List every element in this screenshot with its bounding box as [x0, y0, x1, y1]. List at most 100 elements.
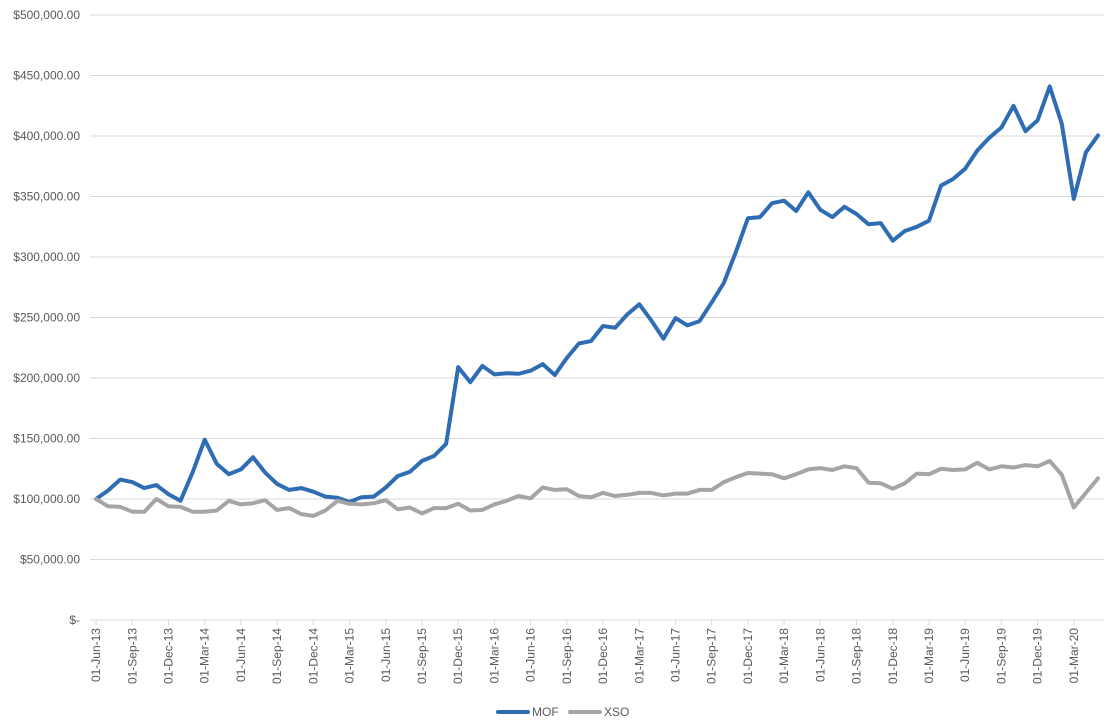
data-point: [843, 464, 847, 468]
data-point: [239, 502, 243, 506]
data-point: [637, 491, 641, 495]
data-point: [855, 212, 859, 216]
data-point: [167, 504, 171, 508]
data-point: [432, 506, 436, 510]
data-point: [179, 499, 183, 503]
y-tick-label: $50,000.00: [20, 553, 80, 567]
data-point: [770, 201, 774, 205]
data-point: [529, 369, 533, 373]
data-point: [734, 475, 738, 479]
data-point: [408, 506, 412, 510]
data-point: [432, 454, 436, 458]
x-tick-label: 01-Mar-20: [1067, 628, 1081, 684]
data-point: [215, 462, 219, 466]
data-point: [565, 487, 569, 491]
y-tick-label: $500,000.00: [13, 8, 80, 22]
y-tick-label: $-: [69, 613, 80, 627]
series-lines: [94, 84, 1100, 518]
data-point: [1012, 466, 1016, 470]
data-point: [553, 373, 557, 377]
legend: MOF XSO: [496, 705, 629, 719]
x-tick-label: 01-Jun-16: [524, 628, 538, 682]
gridlines: [90, 14, 1104, 560]
data-point: [601, 491, 605, 495]
x-tick-label: 01-Sep-15: [415, 628, 429, 684]
data-point: [1012, 104, 1016, 108]
data-point: [299, 486, 303, 490]
data-point: [287, 506, 291, 510]
data-point: [710, 300, 714, 304]
data-point: [818, 466, 822, 470]
x-tick-label: 01-Dec-16: [596, 628, 610, 684]
data-point: [746, 216, 750, 220]
y-tick-label: $200,000.00: [13, 371, 80, 385]
x-tick-label: 01-Sep-13: [125, 628, 139, 684]
data-point: [505, 371, 509, 375]
data-point: [698, 319, 702, 323]
data-point: [710, 488, 714, 492]
data-point: [492, 502, 496, 506]
data-point: [830, 215, 834, 219]
x-tick-label: 01-Jun-18: [813, 628, 827, 682]
x-tick-label: 01-Mar-18: [777, 628, 791, 684]
data-point: [275, 508, 279, 512]
data-point: [311, 514, 315, 518]
x-tick-label: 01-Dec-15: [451, 628, 465, 684]
data-point: [601, 324, 605, 328]
data-point: [203, 438, 207, 442]
data-point: [734, 250, 738, 254]
data-point: [939, 184, 943, 188]
data-point: [541, 362, 545, 366]
x-tick-label: 01-Dec-13: [161, 628, 175, 684]
x-tick-label: 01-Jun-14: [234, 628, 248, 682]
data-point: [589, 495, 593, 499]
data-point: [999, 464, 1003, 468]
data-point: [263, 470, 267, 474]
data-point: [649, 491, 653, 495]
data-point: [517, 372, 521, 376]
data-point: [456, 502, 460, 506]
data-point: [167, 492, 171, 496]
data-point: [130, 480, 134, 484]
data-point: [191, 510, 195, 514]
data-point: [963, 467, 967, 471]
data-point: [963, 167, 967, 171]
data-point: [456, 365, 460, 369]
data-point: [903, 481, 907, 485]
data-point: [553, 488, 557, 492]
data-point: [118, 505, 122, 509]
y-tick-label: $400,000.00: [13, 129, 80, 143]
data-point: [505, 499, 509, 503]
x-tick-label: 01-Sep-19: [994, 628, 1008, 684]
x-tick-label: 01-Sep-17: [705, 628, 719, 684]
data-point: [577, 342, 581, 346]
data-point: [891, 239, 895, 243]
data-point: [94, 497, 98, 501]
data-point: [661, 337, 665, 341]
legend-label: MOF: [532, 705, 559, 719]
data-point: [625, 493, 629, 497]
data-point: [372, 495, 376, 499]
x-tick-label: 01-Dec-19: [1031, 628, 1045, 684]
data-point: [275, 482, 279, 486]
legend-label: XSO: [604, 705, 629, 719]
data-point: [649, 319, 653, 323]
data-point: [360, 502, 364, 506]
data-point: [311, 490, 315, 494]
data-point: [1048, 459, 1052, 463]
data-point: [396, 474, 400, 478]
data-point: [625, 313, 629, 317]
data-point: [348, 502, 352, 506]
data-point: [794, 472, 798, 476]
data-point: [951, 468, 955, 472]
data-point: [637, 302, 641, 306]
data-point: [227, 499, 231, 503]
data-point: [867, 222, 871, 226]
data-point: [891, 487, 895, 491]
x-tick-label: 01-Sep-16: [560, 628, 574, 684]
data-point: [251, 455, 255, 459]
data-point: [843, 205, 847, 209]
y-tick-label: $300,000.00: [13, 250, 80, 264]
data-point: [613, 494, 617, 498]
x-tick-label: 01-Mar-16: [487, 628, 501, 684]
